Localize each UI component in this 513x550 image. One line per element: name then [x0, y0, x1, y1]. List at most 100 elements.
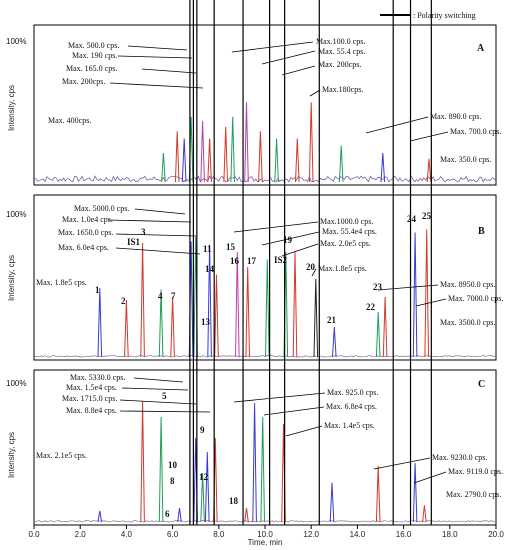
x-tick-label: 0.0 — [28, 530, 40, 539]
peak-label: 5 — [162, 391, 167, 401]
leader-line — [409, 131, 449, 142]
x-tick-label: 14.0 — [350, 530, 366, 539]
leader-line — [377, 284, 439, 291]
panel-b-max-label: Max. 1650.0 cps. — [58, 228, 113, 237]
panel-a-percent: 100% — [6, 37, 26, 46]
chromatogram-peak — [124, 299, 129, 358]
peak-label: 13 — [201, 317, 211, 327]
chromatogram-peak — [140, 242, 145, 358]
peak-label: 16 — [230, 256, 240, 266]
panel-b-letter: B — [478, 226, 485, 237]
leader-line — [141, 68, 197, 74]
panel-a-max-label: Max. 890.0 cps. — [430, 112, 481, 121]
panel-c-percent: 100% — [6, 379, 26, 388]
panel-a-max-label: Max. 190 cps. — [72, 51, 117, 60]
chromatogram-peak — [230, 116, 235, 183]
peak-label: 15 — [226, 242, 236, 252]
panel-c-max-label: Max. 5330.0 cps. — [70, 373, 125, 382]
leader-line — [311, 268, 317, 277]
peak-label: 8 — [170, 476, 175, 486]
panel-a-frame — [33, 24, 497, 186]
chromatogram-peak — [252, 402, 257, 523]
chromatogram-peak — [292, 251, 298, 358]
x-tick-label: 18.0 — [442, 530, 458, 539]
peak-label: IS1 — [127, 237, 141, 247]
panel-b-frame — [33, 194, 497, 361]
panel-a-max-label: Max.180cps. — [322, 85, 363, 94]
leader-line — [109, 82, 204, 89]
chromatogram-peak — [412, 463, 418, 523]
peak-label: 1 — [95, 285, 100, 295]
panel-c-max-label: Max. 1715.0 cps. — [62, 394, 117, 403]
leader-line — [134, 208, 186, 215]
panel-a-letter: A — [477, 43, 485, 54]
leader-line — [115, 233, 197, 237]
panel-c-max-label: Max. 8.8e4 cps. — [66, 406, 117, 415]
chromatogram-peak — [424, 229, 429, 358]
chromatogram-peak — [375, 311, 381, 358]
leader-line — [115, 247, 201, 255]
chromatogram-peak — [97, 510, 103, 523]
x-axis: 0.0 2.0 4.0 6.0 8.0 10.0 12.0 14.0 16.0 18.0 20.0 — [28, 525, 504, 539]
panel-b-annotations: Max. 5000.0 cps. Max. 1.0e4 cps. Max. 16… — [36, 204, 503, 327]
peak-label: IS2 — [274, 255, 288, 265]
x-tick-label: 4.0 — [121, 530, 133, 539]
leader-line — [121, 387, 189, 391]
chromatogram-peak — [181, 138, 187, 183]
panel-b-max-label: Max.1.8e5 cps. — [318, 264, 367, 273]
panel-c-max-label: Max. 6.8e4 cps. — [326, 402, 377, 411]
chromatogram-peak — [158, 289, 164, 358]
leader-line — [365, 116, 429, 134]
leader-line — [119, 399, 197, 405]
panel-a-max-label: Max. 400cps. — [48, 116, 91, 125]
leader-line — [309, 89, 321, 97]
x-tick-label: 6.0 — [167, 530, 179, 539]
chromatogram-peak — [380, 152, 386, 183]
peak-label: 2 — [121, 296, 126, 306]
panel-a-max-label: Max. 500.0 cps. — [68, 41, 119, 50]
peak-label: 23 — [373, 282, 383, 292]
peak-label: 7 — [171, 291, 176, 301]
peak-label: 24 — [407, 214, 417, 224]
peak-label: 11 — [203, 244, 212, 254]
panel-b-max-label: Max.1000.0 cps. — [320, 217, 373, 226]
leader-line — [413, 471, 447, 484]
chromatogram-peak — [412, 232, 418, 358]
x-tick-label: 20.0 — [488, 530, 504, 539]
chromatogram-peak — [97, 287, 103, 358]
y-axis-label-2: Intensity, cps — [7, 255, 16, 301]
leader-line — [133, 377, 184, 383]
chromatogram-peak — [235, 251, 240, 358]
panel-c-max-label: Max. 1.5e4 cps. — [66, 383, 117, 392]
leader-line — [261, 231, 320, 246]
chromatogram-peak — [332, 326, 337, 358]
panel-b-max-label: Max. 55.4e4 cps. — [322, 227, 377, 236]
panel-a-max-label: Max.100.0 cps. — [316, 37, 365, 46]
panel-c-max-label: Max. 9119.0 cps. — [448, 467, 503, 476]
panel-c-max-label: Max. 2.1e5 cps. — [36, 451, 87, 460]
x-tick-label: 8.0 — [213, 530, 225, 539]
chromatogram-peak — [338, 145, 344, 183]
chromatogram-peak — [204, 451, 210, 523]
panel-b-max-label: Max. 1.8e5 cps. — [36, 278, 87, 287]
peak-label: 22 — [366, 302, 376, 312]
chromatogram-peak — [244, 102, 249, 183]
leader-line — [285, 425, 323, 437]
leader-line — [233, 221, 319, 233]
chromatogram-peak — [200, 472, 205, 523]
panel-a-max-label: Max. 700.0 cps. — [450, 127, 501, 136]
chromatogram-peak — [244, 507, 249, 523]
x-tick-label: 10.0 — [257, 530, 273, 539]
panel-b-max-label: Max. 3500.0 cps. — [440, 318, 495, 327]
baseline-trace — [33, 355, 497, 358]
panel-c-max-label: Max. 9230.0 cps. — [432, 453, 487, 462]
peak-label: 20 — [306, 262, 316, 272]
leader-line — [261, 50, 316, 65]
chromatogram-peak — [245, 266, 250, 358]
leader-line — [119, 410, 211, 413]
leader-line — [107, 219, 192, 223]
chromatogram-peak — [375, 465, 381, 523]
panel-b-max-label: Max. 5000.0 cps. — [74, 204, 129, 213]
panel-b-max-label: Max. 7000.0 cps. — [448, 294, 503, 303]
peak-label: 17 — [247, 256, 257, 266]
